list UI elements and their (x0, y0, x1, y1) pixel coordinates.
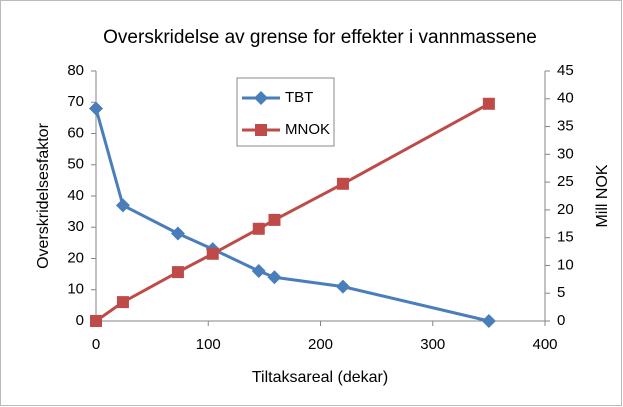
y2-tick-label: 45 (557, 62, 574, 79)
marker (481, 314, 496, 328)
x-axis-label: Tiltaksareal (dekar) (252, 369, 388, 386)
y-tick-label: 10 (67, 281, 84, 298)
x-tick-label: 400 (532, 336, 557, 353)
legend-box (236, 77, 335, 147)
series-line (95, 102, 490, 323)
marker (268, 213, 281, 226)
y-tick-label: 70 (67, 93, 84, 110)
marker (171, 266, 184, 279)
marker (251, 264, 266, 278)
y-axis-label: Overskridelsesfaktor (35, 122, 52, 268)
y2-tick-label: 10 (557, 256, 574, 273)
y-tick-label: 80 (67, 62, 84, 79)
y2-tick-label: 25 (557, 173, 574, 190)
marker (116, 296, 129, 309)
y2-tick-label: 40 (557, 90, 574, 107)
marker (206, 247, 219, 260)
x-tick-label: 200 (308, 336, 333, 353)
chart-title: Overskridelse av grense for effekter i v… (103, 27, 537, 48)
marker (252, 222, 265, 235)
series-line (94, 108, 490, 323)
y2-tick-label: 15 (557, 229, 574, 246)
marker (170, 226, 185, 241)
x-tick-label: 0 (92, 336, 100, 353)
y2-tick-label: 0 (557, 312, 565, 329)
y-tick-label: 60 (67, 124, 84, 141)
marker (254, 91, 268, 105)
legend-label: MNOK (285, 121, 330, 138)
y-tick-label: 0 (76, 312, 84, 329)
y-tick-label: 50 (67, 156, 84, 173)
y2-tick-label: 5 (557, 284, 565, 301)
legend-label: TBT (285, 89, 313, 106)
marker (482, 97, 495, 110)
y-tick-label: 40 (67, 187, 84, 204)
y2-axis-label: Mill NOK (594, 164, 611, 227)
marker (89, 101, 103, 116)
marker (336, 177, 349, 190)
y2-tick-label: 35 (557, 118, 574, 135)
marker (335, 279, 350, 294)
y-tick-label: 20 (67, 249, 84, 266)
y-tick-label: 30 (67, 218, 84, 235)
marker (115, 198, 130, 213)
x-tick-label: 100 (196, 336, 221, 353)
marker (90, 315, 102, 327)
y2-tick-label: 30 (557, 145, 574, 162)
marker (255, 124, 267, 136)
y2-tick-label: 20 (557, 201, 574, 218)
x-tick-label: 300 (420, 336, 445, 353)
marker (267, 270, 282, 285)
